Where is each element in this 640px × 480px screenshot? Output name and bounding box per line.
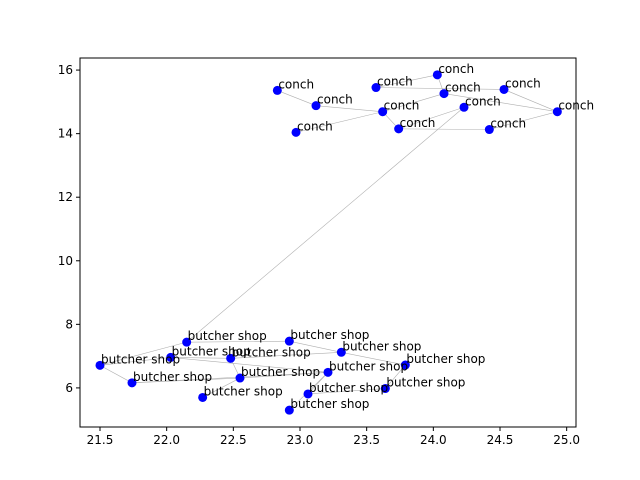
point-label: butcher shop [204, 384, 283, 398]
edge-line [375, 87, 505, 90]
data-point [291, 127, 301, 137]
data-point [272, 85, 282, 95]
point-label: butcher shop [188, 329, 267, 343]
point-label: conch [465, 94, 501, 108]
data-point [303, 389, 313, 399]
data-point [371, 83, 381, 93]
point-label: butcher shop [329, 359, 408, 373]
edge-line [99, 365, 133, 384]
edge-line [398, 106, 465, 130]
edge-line [375, 74, 438, 88]
data-point [95, 360, 105, 370]
data-point [166, 352, 176, 362]
edge-line [277, 90, 317, 106]
y-tick-label: 12 [58, 190, 73, 204]
data-point [394, 124, 404, 134]
edge-line [398, 128, 490, 130]
data-point [336, 347, 346, 357]
edge-line [443, 93, 558, 113]
y-tick-label: 16 [58, 63, 73, 77]
edge-line [503, 89, 558, 112]
edge-line [289, 340, 342, 353]
data-point [499, 84, 509, 94]
x-axis-ticks: 21.5 22.0 22.5 23.0 23.5 24.0 24.5 25.0 [87, 427, 580, 447]
edge-line [170, 357, 329, 373]
x-tick-label: 23.5 [353, 433, 380, 447]
x-tick-label: 23.0 [287, 433, 314, 447]
edge-line [489, 111, 558, 130]
edge-line [307, 388, 386, 395]
point-label: conch [377, 75, 413, 89]
data-point [226, 353, 236, 363]
x-tick-label: 24.5 [487, 433, 514, 447]
data-point [284, 336, 294, 346]
data-point [127, 378, 137, 388]
edge-line [315, 105, 383, 113]
point-label: butcher shop [241, 365, 320, 379]
point-label: butcher shop [386, 376, 465, 390]
x-tick-label: 22.0 [153, 433, 180, 447]
data-point [484, 125, 494, 135]
y-tick-label: 8 [65, 317, 73, 331]
y-axis-ticks: 6 8 10 12 14 16 [58, 63, 80, 395]
data-point [198, 392, 208, 402]
point-label: butcher shop [342, 339, 421, 353]
edge-line [186, 107, 465, 343]
data-point [380, 384, 390, 394]
edge-line [131, 372, 329, 384]
edge-line [385, 364, 406, 389]
y-tick-label: 6 [65, 381, 73, 395]
edge-line [202, 377, 241, 398]
edge-line [186, 340, 290, 343]
data-point [378, 107, 388, 117]
data-point [432, 70, 442, 80]
point-label: conch [438, 62, 474, 76]
point-label: conch [384, 99, 420, 113]
point-label: butcher shop [133, 370, 212, 384]
data-point [400, 360, 410, 370]
x-tick-label: 21.5 [87, 433, 114, 447]
point-label: conch [317, 93, 353, 107]
point-label: conch [490, 117, 526, 131]
point-label: butcher shop [309, 381, 388, 395]
point-label: butcher shop [290, 328, 369, 342]
data-point [182, 337, 192, 347]
point-label: butcher shop [232, 345, 311, 359]
edge-line [99, 357, 171, 366]
data-point [235, 373, 245, 383]
point-label: butcher shop [101, 352, 180, 366]
point-label: conch [278, 77, 314, 91]
point-label: butcher shop [290, 397, 369, 411]
data-point [439, 89, 449, 99]
edges-layer [99, 74, 558, 411]
point-label: conch [445, 81, 481, 95]
y-tick-label: 14 [58, 127, 73, 141]
point-label: conch [297, 119, 333, 133]
x-tick-label: 22.5 [220, 433, 247, 447]
edge-line [341, 352, 406, 366]
edge-line [295, 111, 383, 133]
point-label: butcher shop [406, 352, 485, 366]
x-tick-label: 24.0 [420, 433, 447, 447]
edge-line [382, 93, 445, 113]
edge-line [170, 357, 231, 359]
y-tick-label: 10 [58, 254, 73, 268]
edge-line [99, 341, 187, 366]
point-label: conch [505, 76, 541, 90]
x-tick-label: 25.0 [553, 433, 580, 447]
data-point [323, 367, 333, 377]
point-label: conch [400, 116, 436, 130]
data-point [552, 107, 562, 117]
data-point [459, 102, 469, 112]
plot-area-frame [79, 57, 577, 428]
data-point [284, 405, 294, 415]
edge-line [230, 352, 342, 359]
points-layer [95, 70, 562, 415]
data-point [311, 101, 321, 111]
point-label: butcher shop [172, 344, 251, 358]
